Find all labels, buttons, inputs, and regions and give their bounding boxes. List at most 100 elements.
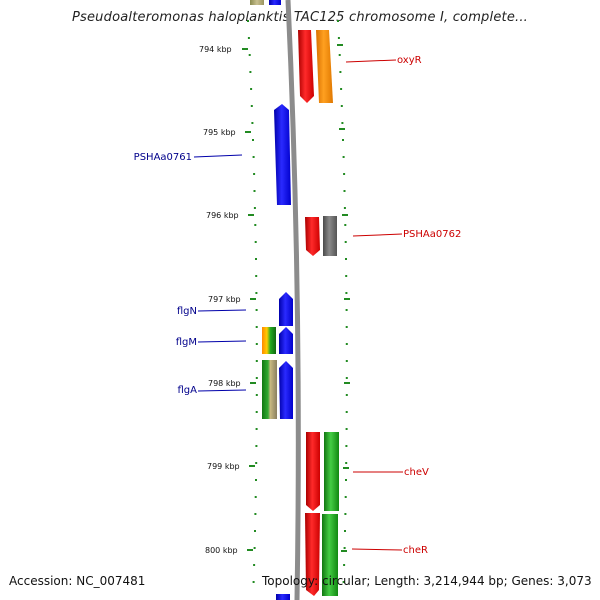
scale-label-marks [242,44,350,552]
scale-tick [250,88,253,90]
scale-tick [247,20,249,22]
scale-tick [254,496,257,498]
PSHAa0761-gene-arrow [274,104,291,205]
cheV-gene-arrow [306,432,320,511]
scale-tick [345,360,348,362]
scale-tick [255,462,258,464]
scale-tick [255,428,258,430]
scale-tick [251,122,254,124]
scale-tick [344,513,347,515]
gene-label-flgM[interactable]: flgM [176,337,197,348]
scale-tick [255,479,257,481]
scale-tick [344,530,346,532]
scale-tick [253,564,256,566]
flgM-leader [197,340,247,343]
scale-label: 797 kbp [208,295,241,304]
chromosome-backbone [285,0,301,600]
scale-tick [345,275,348,277]
scale-label: 800 kbp [205,546,238,555]
scale-tick [253,547,256,549]
PSHAa0761-leader [193,154,243,158]
scale-tick [254,224,257,226]
scale-tick [337,37,340,39]
topology-text: Topology: circular; Length: 3,214,944 bp… [262,574,592,588]
gene-label-PSHAa0761[interactable]: PSHAa0761 [134,152,192,163]
scale-label: 799 kbp [207,462,240,471]
gene-label-flgA[interactable]: flgA [178,385,198,396]
scale-tick [253,190,256,192]
scale-tick [247,37,250,39]
scale-tick [342,581,345,583]
scale-tick [345,343,348,345]
scale-tick [343,190,346,192]
cheR-leader [351,548,403,551]
gene-label-flgN[interactable]: flgN [177,306,197,317]
gene-labels: PSHAa0761 flgN flgM flgA oxyR PSHAa0762 … [134,55,462,556]
accession-text: Accession: NC_007481 [9,574,146,588]
scale-tick [255,394,258,396]
scale-tick [252,139,254,141]
scale-tick [255,445,258,447]
scale-tick [345,377,348,379]
scale-tick [344,496,347,498]
gene-label-cheV[interactable]: cheV [404,467,429,478]
PSHAa0762-gene-arrow [305,217,320,256]
scale-tick [340,88,343,90]
flgA-leader [197,389,247,392]
scale-tick [337,20,339,22]
flgM-mixed-feature [262,327,276,354]
gene-label-PSHAa0762[interactable]: PSHAa0762 [403,229,461,240]
scale-ticks-left [247,20,258,583]
scale-tick [345,258,347,260]
scale-tick [344,241,347,243]
scale-tick [343,173,346,175]
scale-tick [253,173,256,175]
scale-tick [255,411,258,413]
scale-tick [253,207,256,209]
scale-tick [255,377,258,379]
scale-tick [343,547,346,549]
scale-labels: 794 kbp 795 kbp 796 kbp 797 kbp 798 kbp … [199,45,241,555]
scale-tick [252,581,255,583]
scale-label: 796 kbp [206,211,239,220]
scale-tick [345,411,348,413]
PSHAa0762-leader [352,233,403,237]
flgN-gene-arrow [279,292,293,326]
scale-tick [255,343,258,345]
scale-tick [345,428,348,430]
scale-tick [254,513,257,515]
scale-tick [343,564,346,566]
scale-tick [254,241,257,243]
partial-feature-bottom-blue [276,594,290,600]
scale-tick [249,71,252,73]
scale-tick [345,462,348,464]
gene-label-oxyR[interactable]: oxyR [397,55,422,66]
partial-feature-blue [269,0,281,5]
scale-tick [255,275,258,277]
oxyR-leader [345,59,397,63]
oxyR-orange-feature [316,30,333,103]
scale-tick [255,292,258,294]
scale-tick [342,156,345,158]
scale-tick [345,309,348,311]
scale-tick [345,394,348,396]
PSHAa0762-grey-feature [323,216,337,256]
gene-label-cheR[interactable]: cheR [403,545,428,556]
scale-tick [345,445,348,447]
scale-tick [343,207,346,209]
scale-tick [255,309,258,311]
scale-tick [341,122,344,124]
scale-tick [342,139,344,141]
scale-tick [255,326,258,328]
scale-ticks-right [337,20,348,583]
scale-tick [250,105,253,107]
map-title: Pseudoalteromonas haloplanktis TAC125 ch… [71,10,529,25]
cheR-green-feature [322,514,338,596]
scale-tick [345,326,348,328]
flgN-leader [197,309,247,312]
scale-tick [254,530,256,532]
scale-tick [338,54,341,56]
oxyR-gene-arrow [298,30,314,103]
scale-tick [340,105,343,107]
